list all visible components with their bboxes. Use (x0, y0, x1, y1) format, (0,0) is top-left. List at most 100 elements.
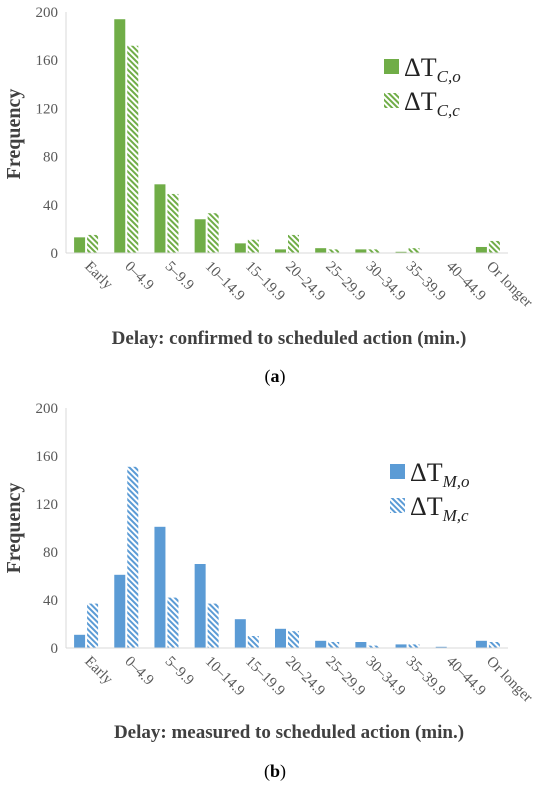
legend-b-swatch-hatched (390, 498, 405, 513)
legend-b-series-1-label: ΔTM,o (410, 458, 470, 491)
chart-b-x-tick-9: 40–44.9 (443, 654, 489, 700)
chart-b-bar-s1-3 (194, 564, 206, 648)
chart-a-y-tick-5: 200 (36, 5, 59, 21)
chart-b-bar-s1-9 (435, 646, 447, 648)
chart-b-bar-s1-0 (74, 634, 86, 648)
chart-b-bar-s2-2 (167, 597, 179, 648)
chart-a-bar-s1-4 (234, 243, 246, 253)
chart-b-y-tick-3: 120 (36, 497, 59, 513)
chart-a-legend: ΔTC,o ΔTC,c (384, 53, 461, 120)
legend-a-swatch-hatched (384, 93, 399, 108)
chart-a-bars (74, 19, 500, 254)
chart-a-x-tick-3: 10–14.9 (202, 259, 248, 305)
chart-b-x-tick-10: Or longer (483, 654, 535, 706)
chart-a-bar-s1-0 (74, 237, 86, 253)
chart-b-bar-s1-7 (355, 642, 367, 648)
chart-a-y-ticks: 0 40 80 120 160 200 (36, 5, 59, 262)
chart-a-bar-s1-8 (395, 251, 407, 253)
chart-b-y-tick-0: 0 (51, 641, 59, 657)
chart-b-bar-s2-10 (488, 642, 500, 648)
chart-b-bar-s1-6 (315, 640, 327, 648)
chart-b-x-tick-1: 0–4.9 (121, 654, 156, 689)
legend-a-series-1-label: ΔTC,o (404, 53, 461, 86)
chart-a-bar-s2-0 (87, 234, 99, 253)
chart-a-x-tick-7: 30–34.9 (363, 259, 409, 305)
chart-a: 0 40 80 120 160 200 Early 0–4.9 5–9.9 10–14.915–… (3, 5, 535, 387)
chart-b-x-ticks: Early 0–4.9 5–9.9 10–14.915–19.920–24.925–2… (81, 654, 535, 706)
chart-a-x-tick-0: Early (81, 259, 116, 294)
chart-a-bar-s2-4 (247, 239, 259, 253)
chart-b-bars (74, 466, 500, 648)
chart-b-y-ticks: 0 40 80 120 160 200 (36, 401, 59, 657)
chart-b-x-tick-5: 20–24.9 (282, 654, 328, 700)
chart-a-bar-s2-6 (328, 249, 340, 253)
chart-a-x-tick-6: 25–29.9 (322, 259, 368, 305)
chart-b-x-tick-7: 30–34.9 (363, 654, 409, 700)
chart-b-y-tick-1: 40 (43, 593, 58, 609)
chart-a-bar-s2-3 (207, 213, 219, 253)
chart-b-bar-s2-8 (408, 644, 420, 648)
chart-b-x-tick-2: 5–9.9 (162, 654, 197, 689)
chart-a-x-tick-2: 5–9.9 (162, 259, 197, 294)
chart-a-bar-s1-1 (114, 19, 126, 254)
chart-a-bar-s2-7 (368, 249, 380, 253)
chart-b-bar-s1-10 (475, 640, 487, 648)
chart-a-bar-s2-10 (488, 240, 500, 253)
chart-a-y-tick-4: 160 (36, 53, 59, 69)
chart-a-x-axis-label: Delay: confirmed to scheduled action (mi… (112, 328, 467, 349)
chart-b-bar-s2-1 (127, 466, 139, 648)
chart-b-x-tick-4: 15–19.9 (242, 654, 288, 700)
chart-b-y-tick-2: 80 (43, 545, 58, 561)
chart-a-x-tick-5: 20–24.9 (282, 259, 328, 305)
chart-a-bar-s1-2 (154, 184, 166, 253)
chart-b-x-tick-8: 35–39.9 (403, 654, 449, 700)
chart-a-x-tick-8: 35–39.9 (403, 259, 449, 305)
chart-b-bar-s1-2 (154, 526, 166, 648)
chart-a-bar-s2-1 (127, 45, 139, 253)
legend-a-series-2-label: ΔTC,c (404, 87, 460, 120)
chart-b-x-axis-label: Delay: measured to scheduled action (min… (114, 722, 464, 743)
chart-b-bar-s2-4 (247, 636, 259, 648)
chart-b-bar-s2-3 (207, 603, 219, 648)
chart-b-bar-s2-6 (328, 642, 340, 648)
chart-a-y-tick-2: 80 (43, 150, 58, 166)
chart-a-y-tick-0: 0 (51, 246, 59, 262)
legend-b-series-2-label: ΔTM,c (410, 492, 469, 525)
chart-b: 0 40 80 120 160 200 Early 0–4.9 5–9.9 10–14.915–… (3, 401, 535, 782)
chart-a-bar-s1-3 (194, 219, 206, 253)
chart-b-x-tick-3: 10–14.9 (202, 654, 248, 700)
chart-a-x-tick-1: 0–4.9 (121, 259, 156, 294)
chart-b-bar-s1-1 (114, 574, 126, 648)
chart-a-bar-s2-2 (167, 193, 179, 253)
chart-a-x-tick-9: 40–44.9 (443, 259, 489, 305)
legend-a-swatch-solid (384, 59, 399, 74)
chart-a-bar-s1-7 (355, 249, 367, 253)
chart-b-x-tick-0: Early (81, 654, 116, 689)
chart-a-bar-s2-8 (408, 248, 420, 253)
legend-b-swatch-solid (390, 464, 405, 479)
chart-a-y-axis-label: Frequency (3, 89, 25, 180)
chart-a-bar-s1-10 (475, 246, 487, 253)
chart-b-bar-s1-8 (395, 644, 407, 648)
chart-a-bar-s2-5 (288, 234, 299, 253)
chart-b-bar-s2-5 (288, 631, 299, 648)
chart-b-bar-s1-4 (234, 619, 246, 648)
chart-b-bar-s2-0 (87, 603, 99, 648)
chart-b-bar-s1-5 (275, 628, 286, 648)
chart-b-y-tick-5: 200 (36, 401, 59, 417)
chart-a-panel-label: (a) (265, 366, 286, 387)
chart-a-bar-s1-6 (315, 248, 327, 253)
chart-b-legend: ΔTM,o ΔTM,c (390, 458, 470, 525)
chart-b-y-tick-4: 160 (36, 449, 59, 465)
chart-a-y-tick-3: 120 (36, 101, 59, 117)
chart-a-y-tick-1: 40 (43, 198, 58, 214)
chart-a-x-ticks: Early 0–4.9 5–9.9 10–14.915–19.920–24.925–2… (81, 259, 535, 311)
chart-b-y-axis-label: Frequency (3, 483, 25, 574)
chart-b-x-tick-6: 25–29.9 (322, 654, 368, 700)
chart-a-x-tick-4: 15–19.9 (242, 259, 288, 305)
chart-a-bar-s1-5 (275, 249, 286, 253)
chart-a-x-tick-10: Or longer (483, 259, 535, 311)
chart-b-bar-s2-7 (368, 645, 380, 648)
chart-b-panel-label: (b) (264, 761, 286, 782)
